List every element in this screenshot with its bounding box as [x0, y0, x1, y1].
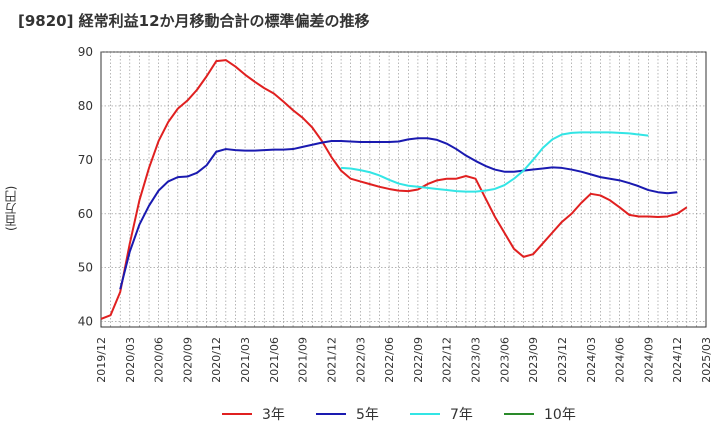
x-tick-label: 2022/12	[441, 337, 454, 383]
x-tick-label: 2024/09	[642, 337, 655, 383]
legend: 3年 5年 7年 10年	[222, 407, 576, 423]
series-line-3	[341, 131, 649, 193]
x-tick-label: 2022/03	[354, 337, 367, 383]
x-tick-label: 2022/06	[383, 337, 396, 383]
x-tick-label: 2024/12	[671, 337, 684, 383]
x-tick-label: 2020/06	[153, 337, 166, 383]
grid-lines	[101, 51, 706, 327]
y-tick-label: 60	[78, 207, 93, 221]
x-tick-label: 2020/09	[181, 337, 194, 383]
y-tick-label: 40	[78, 315, 93, 329]
x-tick-label: 2023/09	[527, 337, 540, 383]
x-axis-ticks: 2019/12 2020/03 2020/06 2020/09 2020/12 2021/…	[95, 337, 713, 383]
series-line-2	[119, 137, 678, 290]
x-tick-label: 2023/12	[556, 337, 569, 383]
y-tick-label: 50	[78, 261, 93, 275]
plot-area	[100, 51, 707, 328]
x-tick-label: 2025/03	[700, 337, 713, 383]
x-tick-label: 2024/06	[614, 337, 627, 383]
x-tick-label: 2019/12	[95, 337, 108, 383]
legend-label-1: 3年	[262, 407, 285, 423]
legend-label-4: 10年	[544, 407, 576, 423]
legend-label-2: 5年	[356, 407, 379, 423]
chart-title: [9820] 経常利益12か月移動合計の標準偏差の推移	[18, 12, 370, 30]
plot-frame	[100, 51, 707, 328]
x-tick-label: 2021/12	[325, 337, 338, 383]
legend-label-3: 7年	[450, 407, 473, 423]
y-axis-ticks: 40 50 60 70 80 90	[78, 45, 93, 329]
x-tick-label: 2021/06	[268, 337, 281, 383]
y-tick-label: 70	[78, 153, 93, 167]
x-tick-label: 2021/09	[297, 337, 310, 383]
y-tick-label: 90	[78, 45, 93, 59]
x-tick-label: 2020/12	[210, 337, 223, 383]
x-tick-label: 2024/03	[585, 337, 598, 383]
series-layer	[100, 59, 688, 320]
x-tick-label: 2023/03	[470, 337, 483, 383]
y-tick-label: 80	[78, 99, 93, 113]
x-tick-label: 2022/09	[412, 337, 425, 383]
x-tick-label: 2020/03	[124, 337, 137, 383]
x-tick-label: 2023/06	[498, 337, 511, 383]
series-line-1	[100, 59, 688, 320]
x-tick-label: 2021/03	[239, 337, 252, 383]
